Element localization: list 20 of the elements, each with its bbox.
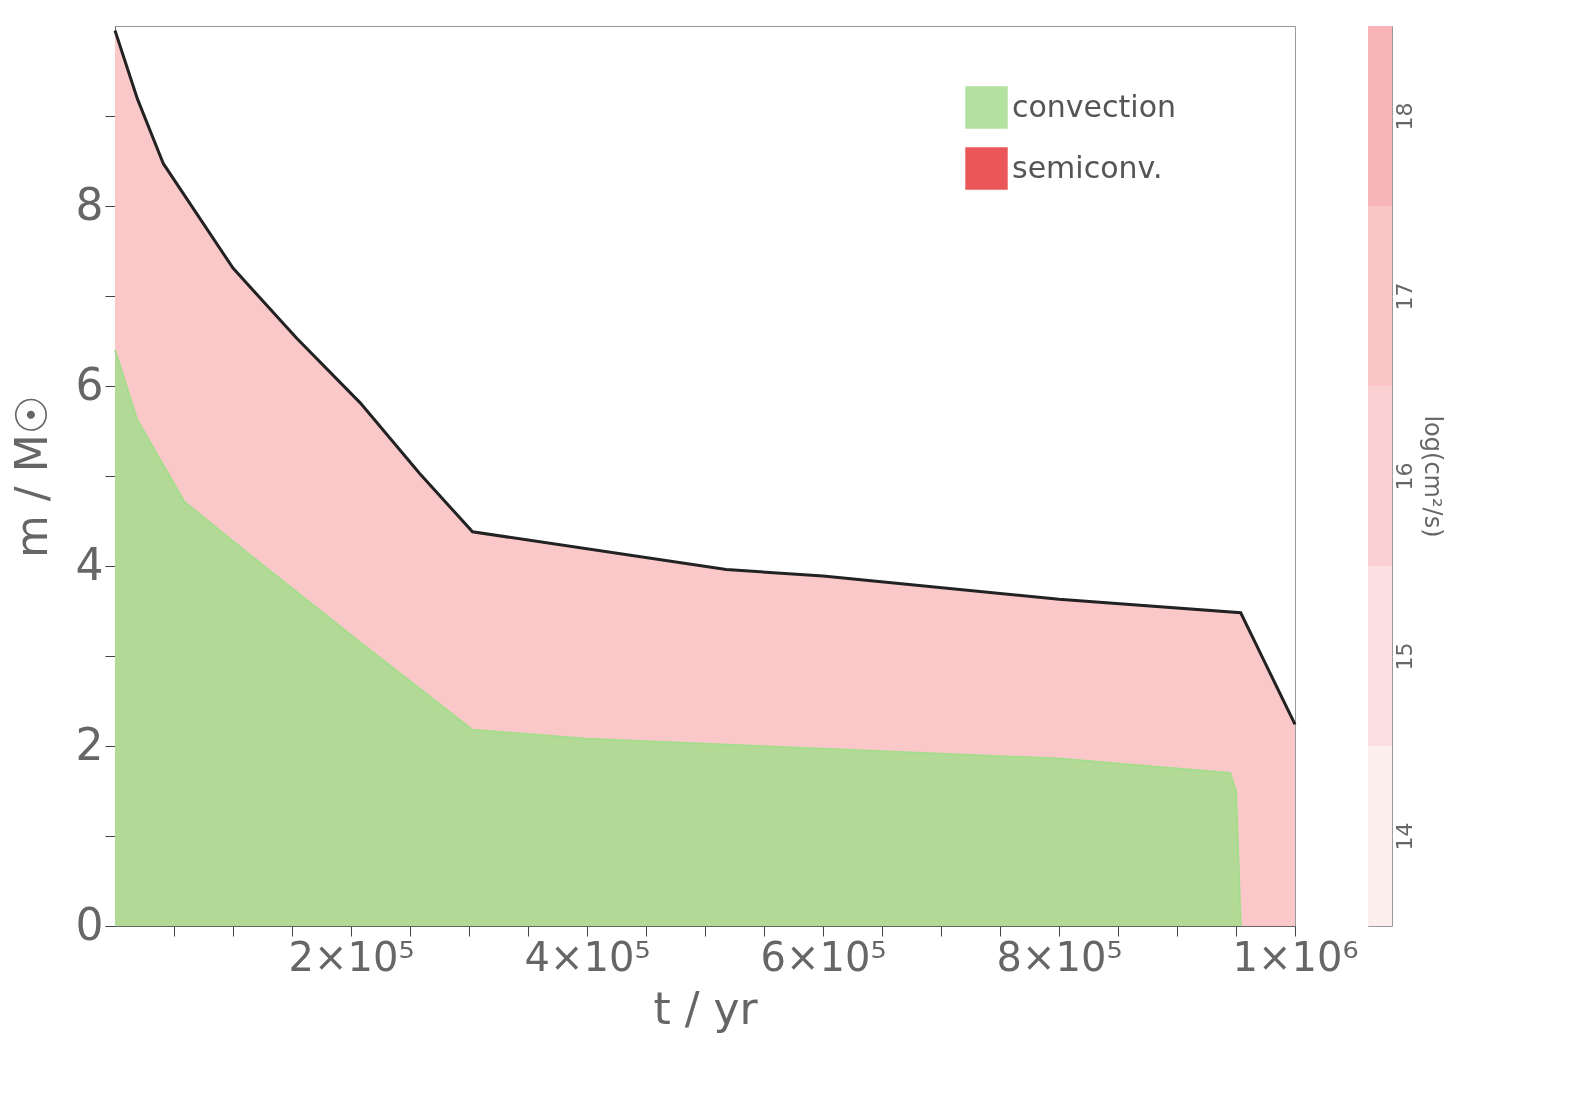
color-bar-label: 14 xyxy=(1391,822,1417,851)
y-tick-label: 2 xyxy=(75,718,104,770)
color-bar-label: 18 xyxy=(1391,102,1417,131)
color-bar-label: 16 xyxy=(1391,462,1417,491)
y-tick-label: 4 xyxy=(75,538,104,590)
y-tick-label: 0 xyxy=(75,898,104,950)
x-tick-label: 8×10⁵ xyxy=(996,933,1123,980)
x-tick-label: 6×10⁵ xyxy=(760,933,887,980)
legend-label: semiconv. xyxy=(1012,149,1163,185)
x-tick-label: 1×10⁶ xyxy=(1232,933,1359,980)
color-bar-label: 17 xyxy=(1391,282,1417,311)
y-tick-label: 6 xyxy=(75,358,104,410)
color-bar-title: log(cm²/s) xyxy=(1418,415,1447,538)
x-tick-label: 2×10⁵ xyxy=(288,933,415,980)
y-axis-title: m / M☉ xyxy=(5,394,57,559)
y-tick-label: 8 xyxy=(75,178,104,230)
x-tick-label: 4×10⁵ xyxy=(524,933,651,980)
color-bar-label: 15 xyxy=(1391,642,1417,671)
x-axis-title: t / yr xyxy=(653,982,759,1034)
legend-label: convection xyxy=(1012,88,1177,124)
